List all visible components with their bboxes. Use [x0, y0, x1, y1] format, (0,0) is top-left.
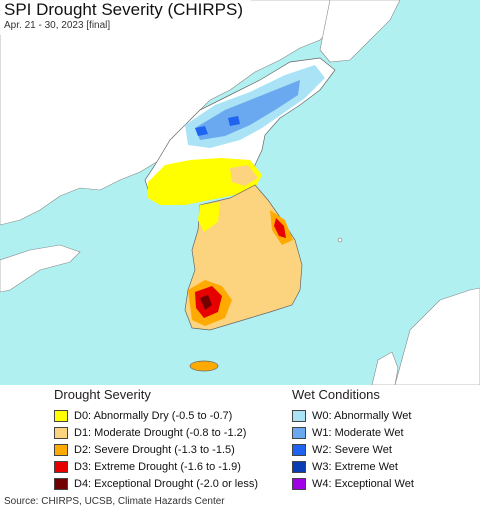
legend-swatch-d1	[54, 426, 68, 439]
legend-item-d0: D0: Abnormally Dry (-0.5 to -0.7)	[54, 407, 258, 424]
map-canvas	[0, 0, 480, 385]
legend-label-d2: D2: Severe Drought (-1.3 to -1.5)	[74, 443, 235, 456]
japan-island	[371, 351, 399, 385]
legend: Drought Severity D0: Abnormally Dry (-0.…	[0, 385, 480, 492]
legend-item-d4: D4: Exceptional Drought (-2.0 or less)	[54, 475, 258, 492]
legend-item-w1: W1: Moderate Wet	[292, 424, 414, 441]
wet-area-w1	[195, 80, 300, 140]
legend-label-w3: W3: Extreme Wet	[312, 460, 398, 473]
legend-item-w2: W2: Severe Wet	[292, 441, 414, 458]
legend-swatch-w4	[292, 477, 306, 490]
legend-label-w2: W2: Severe Wet	[312, 443, 392, 456]
legend-swatch-d0	[54, 409, 68, 422]
legend-item-w0: W0: Abnormally Wet	[292, 407, 414, 424]
drought-map: SPI Drought Severity (CHIRPS) Apr. 21 - …	[0, 0, 480, 385]
source-credit: Source: CHIRPS, UCSB, Climate Hazards Ce…	[4, 496, 225, 507]
legend-label-d0: D0: Abnormally Dry (-0.5 to -0.7)	[74, 409, 233, 422]
map-title: SPI Drought Severity (CHIRPS)	[4, 0, 244, 19]
legend-swatch-w1	[292, 426, 306, 439]
legend-item-d2: D2: Severe Drought (-1.3 to -1.5)	[54, 441, 258, 458]
legend-swatch-d4	[54, 477, 68, 490]
legend-swatch-w2	[292, 443, 306, 456]
japan-landmass	[394, 287, 480, 385]
dry-area-d0-south	[198, 202, 220, 232]
legend-item-d3: D3: Extreme Drought (-1.6 to -1.9)	[54, 458, 258, 475]
legend-item-d1: D1: Moderate Drought (-0.8 to -1.2)	[54, 424, 258, 441]
drought-legend-heading: Drought Severity	[54, 387, 151, 402]
legend-label-w4: W4: Exceptional Wet	[312, 477, 414, 490]
drought-legend: Drought Severity D0: Abnormally Dry (-0.…	[54, 387, 258, 492]
legend-label-d3: D3: Extreme Drought (-1.6 to -1.9)	[74, 460, 241, 473]
legend-swatch-d3	[54, 460, 68, 473]
drought-area-d4	[200, 295, 212, 310]
legend-swatch-w3	[292, 460, 306, 473]
ulleungdo-island	[337, 237, 343, 243]
legend-item-w3: W3: Extreme Wet	[292, 458, 414, 475]
wet-legend: Wet Conditions W0: Abnormally Wet W1: Mo…	[292, 387, 414, 492]
legend-swatch-w0	[292, 409, 306, 422]
legend-label-w1: W1: Moderate Wet	[312, 426, 404, 439]
legend-label-d4: D4: Exceptional Drought (-2.0 or less)	[74, 477, 259, 490]
legend-label-d1: D1: Moderate Drought (-0.8 to -1.2)	[74, 426, 247, 439]
map-subtitle: Apr. 21 - 30, 2023 [final]	[4, 20, 111, 31]
title-box: SPI Drought Severity (CHIRPS) Apr. 21 - …	[0, 0, 252, 35]
jeju-island	[189, 360, 219, 372]
drought-area-d3	[195, 218, 286, 318]
shandong-peninsula	[0, 244, 81, 293]
drought-area-d1-north	[230, 165, 258, 186]
legend-item-w4: W4: Exceptional Wet	[292, 475, 414, 492]
wet-legend-heading: Wet Conditions	[292, 387, 380, 402]
wet-area-w2	[195, 116, 240, 136]
russia-landmass	[319, 0, 401, 63]
legend-swatch-d2	[54, 443, 68, 456]
legend-label-w0: W0: Abnormally Wet	[312, 409, 412, 422]
